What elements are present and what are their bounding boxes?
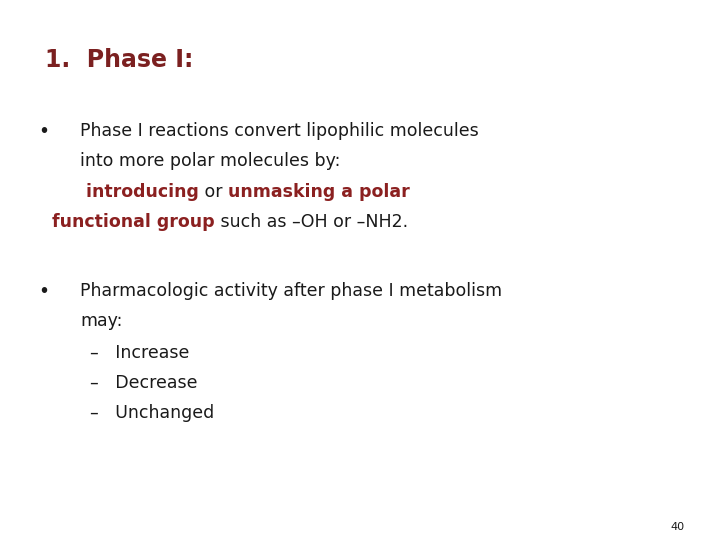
Text: •: • [38,122,49,141]
Text: Phase I reactions convert lipophilic molecules: Phase I reactions convert lipophilic mol… [80,122,479,140]
Text: Pharmacologic activity after phase I metabolism: Pharmacologic activity after phase I met… [80,282,502,300]
Text: •: • [38,282,49,301]
Text: –   Increase: – Increase [90,344,189,362]
Text: such as –OH or –NH2.: such as –OH or –NH2. [215,213,408,231]
Text: functional group: functional group [52,213,215,231]
Text: into more polar molecules by:: into more polar molecules by: [80,152,341,170]
Text: may:: may: [80,312,122,330]
Text: introducing: introducing [68,183,199,201]
Text: 1.  Phase I:: 1. Phase I: [45,48,194,72]
Text: –   Unchanged: – Unchanged [90,404,215,422]
Text: –   Decrease: – Decrease [90,374,197,392]
Text: 40: 40 [670,522,684,532]
Text: or: or [199,183,228,201]
Text: unmasking a polar: unmasking a polar [228,183,410,201]
